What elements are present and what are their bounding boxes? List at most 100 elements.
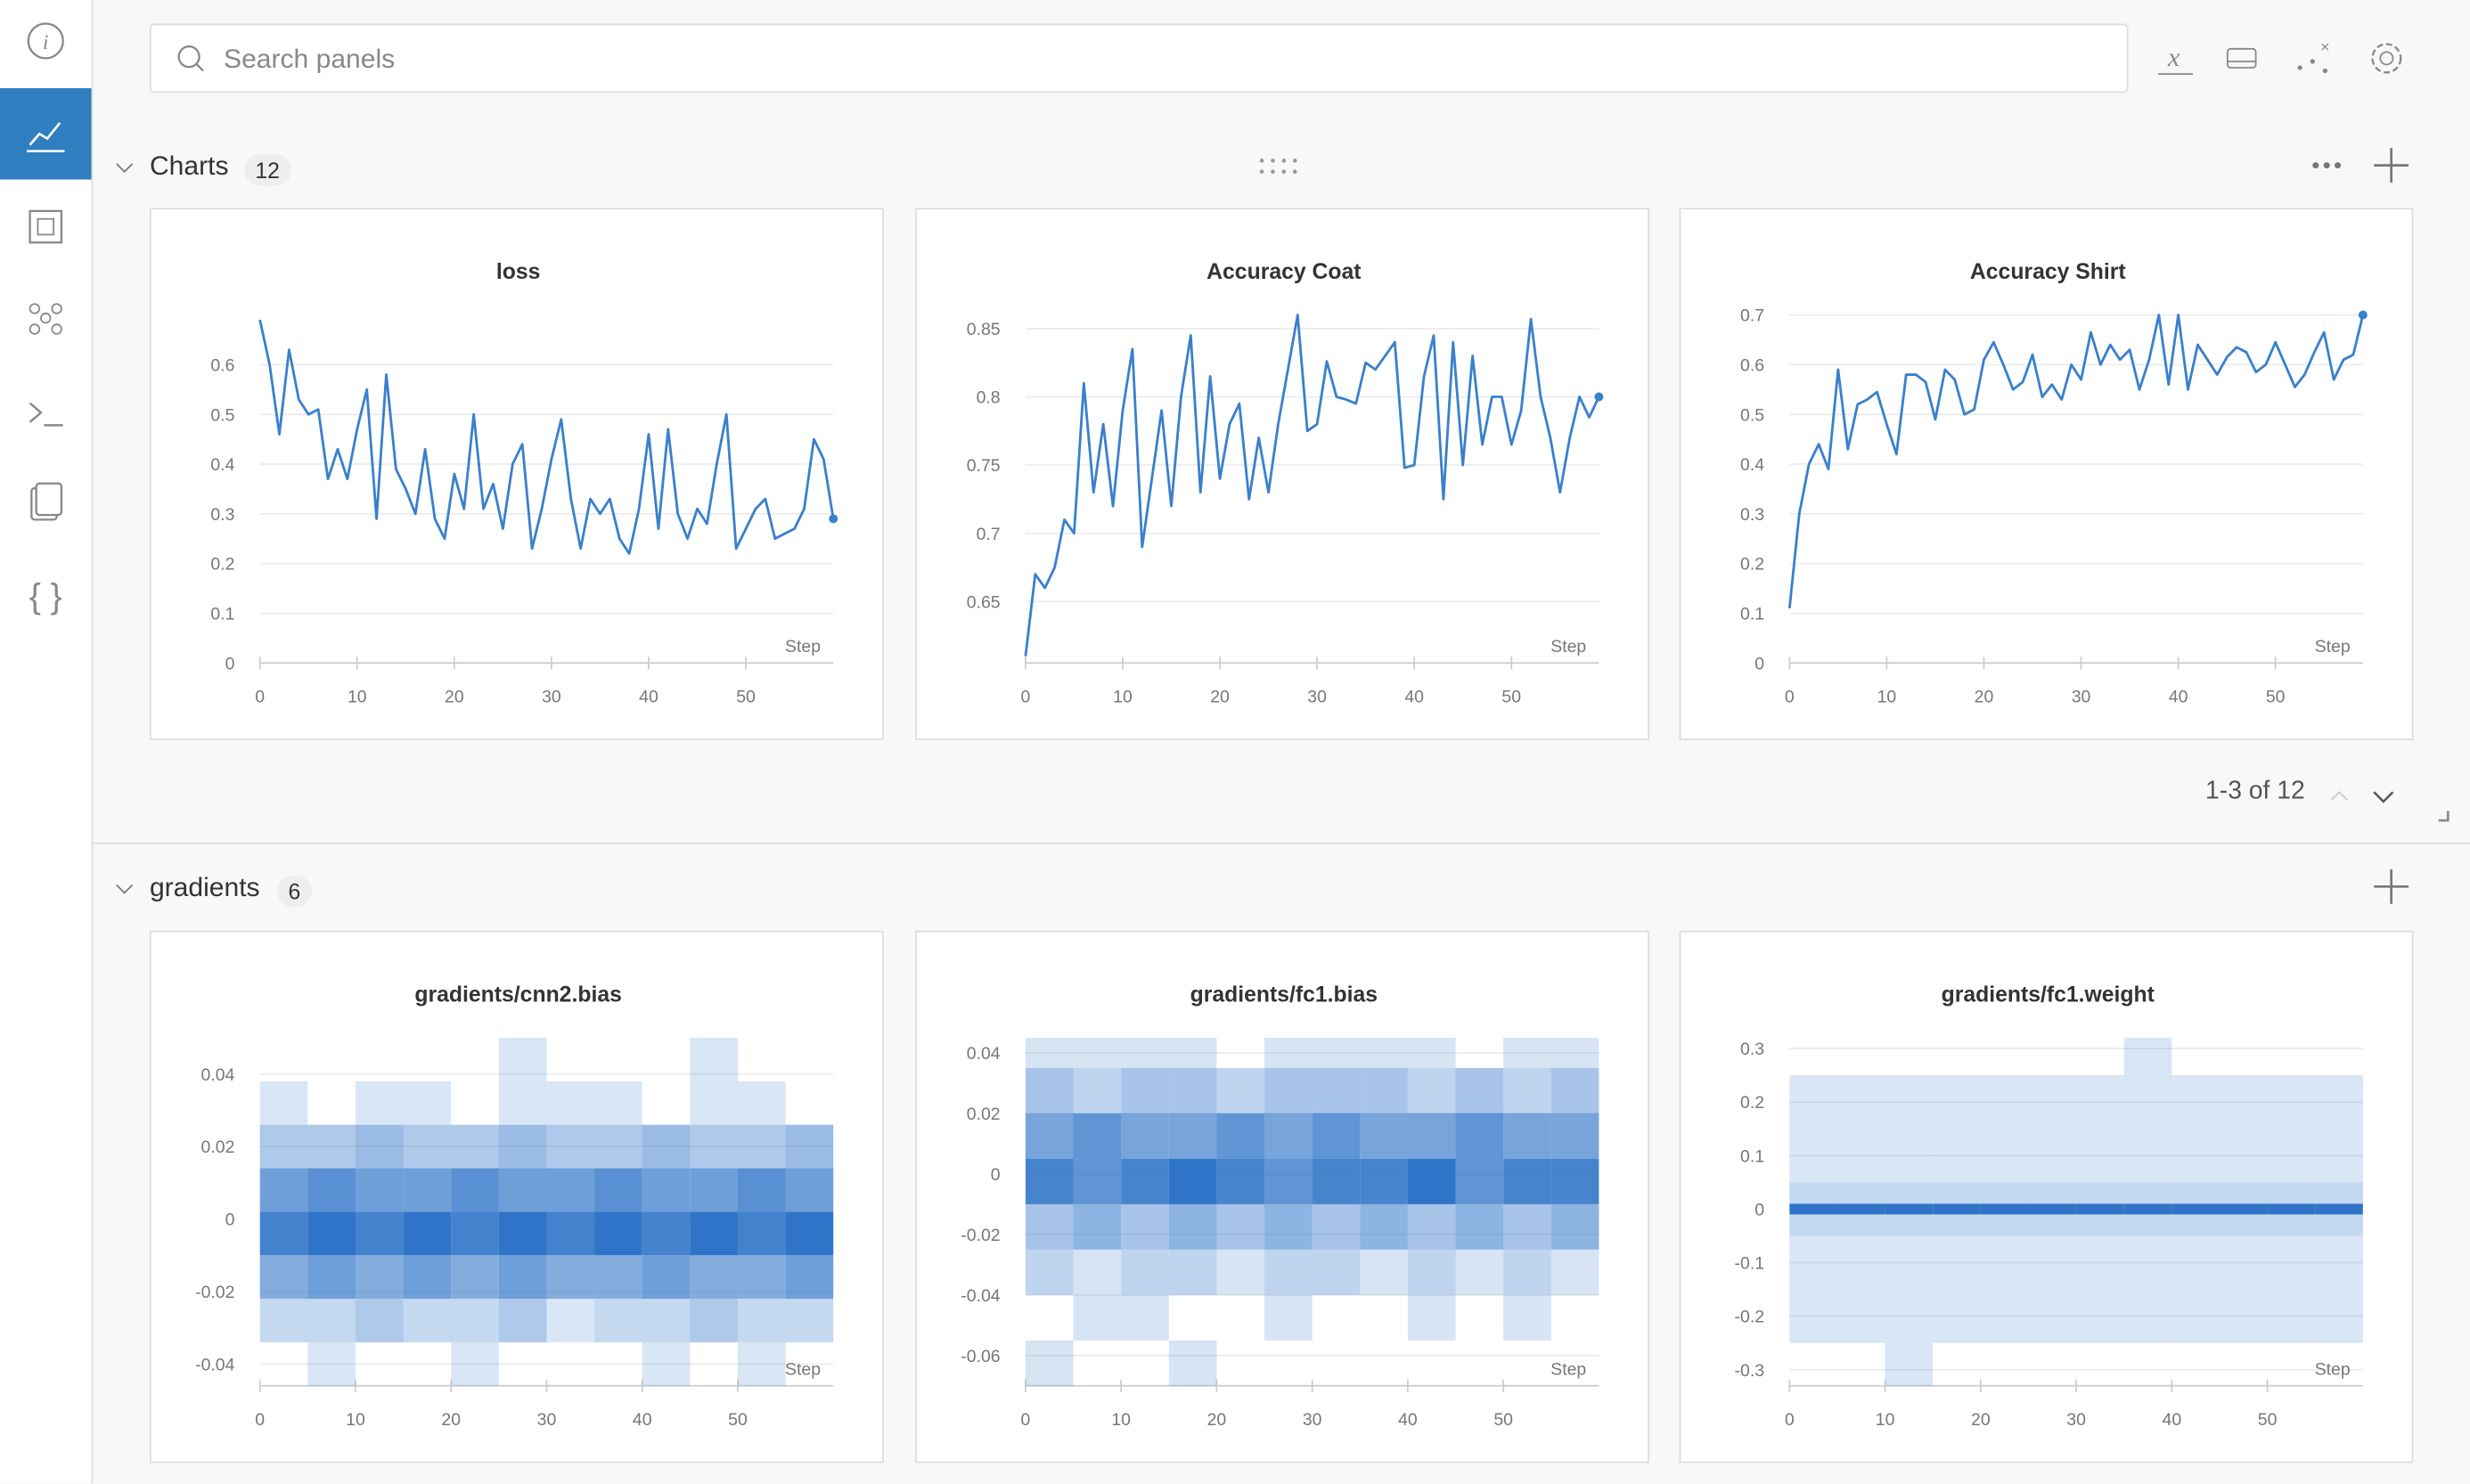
heatmap-cell xyxy=(2171,1214,2220,1236)
y-tick-label: 0.8 xyxy=(977,388,1001,408)
panel-count: 6 xyxy=(277,875,312,908)
y-tick-label: 0.3 xyxy=(1740,1040,1764,1059)
heatmap-cell xyxy=(355,1124,404,1169)
resize-handle[interactable] xyxy=(2438,811,2450,822)
heatmap-cell xyxy=(1216,1203,1265,1250)
heatmap-cell xyxy=(1933,1289,1981,1343)
search-box[interactable]: Search panels xyxy=(149,23,2129,94)
charts-icon[interactable] xyxy=(0,88,92,180)
logs-icon[interactable] xyxy=(0,365,92,457)
x-tick-label: 50 xyxy=(1493,1410,1513,1430)
heatmap-cell xyxy=(1836,1203,1885,1215)
heatmap-cell xyxy=(1168,1340,1217,1386)
heatmap-cell xyxy=(403,1255,452,1300)
heatmap-cell xyxy=(1312,1113,1361,1159)
heatmap-cell xyxy=(2076,1075,2124,1129)
heatmap-cell xyxy=(1980,1203,2029,1215)
heatmap-cell xyxy=(1980,1235,2029,1290)
heatmap-cell xyxy=(1073,1294,1122,1341)
heatmap-cell xyxy=(2219,1203,2268,1215)
info-icon[interactable]: i xyxy=(0,0,92,92)
x-tick-label: 50 xyxy=(728,1410,748,1430)
y-tick-label: -0.1 xyxy=(1735,1254,1764,1274)
heatmap-cell xyxy=(355,1255,404,1300)
outliers-button[interactable]: × xyxy=(2297,37,2329,74)
heatmap-cell xyxy=(403,1168,452,1212)
collapse-icon[interactable] xyxy=(113,878,135,901)
heatmap-cell xyxy=(259,1255,308,1300)
x-tick-label: 40 xyxy=(1404,687,1424,706)
heatmap-cell xyxy=(259,1080,308,1125)
heatmap-cell xyxy=(307,1299,356,1342)
heatmap-cell xyxy=(2028,1182,2077,1204)
y-tick-label: 0.04 xyxy=(967,1044,1001,1064)
heatmap-cell xyxy=(2123,1182,2172,1204)
collapse-icon[interactable] xyxy=(113,158,135,180)
heatmap-cell xyxy=(1025,1340,1074,1386)
chart-panel[interactable]: Accuracy Shirt 0 0.1 0.2 0.3 0.4 0.5 0.6 0.7 0 10 2… xyxy=(1679,208,2414,740)
add-panel-button[interactable] xyxy=(2363,866,2420,910)
drag-handle[interactable] xyxy=(1257,154,1308,179)
next-page[interactable] xyxy=(2373,791,2394,803)
heatmap-cell xyxy=(1885,1182,1934,1204)
section-actions xyxy=(2312,148,2409,183)
heatmap-cell xyxy=(785,1255,834,1300)
heatmap-cell xyxy=(2267,1182,2316,1204)
heatmap-cell xyxy=(2315,1235,2363,1290)
x-tick-label: 30 xyxy=(2066,1410,2086,1430)
x-axis-label: Step xyxy=(1550,1359,1586,1379)
heatmap-cell xyxy=(2171,1203,2220,1215)
heatmap-cell xyxy=(1168,1203,1217,1250)
heatmap-cell xyxy=(594,1211,642,1256)
chart: gradients/fc1.weight -0.3 -0.2 -0.1 0 0.1 0.2 0… xyxy=(1735,983,2363,1430)
heatmap-cell xyxy=(785,1211,834,1256)
code-icon[interactable]: { } xyxy=(0,551,92,643)
toolbar: x × xyxy=(2158,37,2402,75)
heatmap-cell xyxy=(1933,1075,1981,1129)
heatmap-cell xyxy=(1933,1235,1981,1290)
last-point xyxy=(1594,392,1604,402)
files-icon[interactable] xyxy=(0,457,92,549)
heatmap-cell xyxy=(2219,1214,2268,1236)
chart-panel[interactable]: gradients/fc1.bias -0.06 -0.04 -0.02 0 0.02 0.… xyxy=(915,930,1649,1464)
chart-panel[interactable]: gradients/fc1.weight -0.3 -0.2 -0.1 0 0.1 0.2 0… xyxy=(1679,930,2414,1464)
heatmap-cell xyxy=(1312,1038,1361,1069)
heatmap-cell xyxy=(451,1124,499,1169)
heatmap-cell xyxy=(642,1124,691,1169)
settings-button[interactable] xyxy=(2371,43,2402,74)
heatmap-cell xyxy=(1455,1203,1504,1250)
heatmap-cell xyxy=(1789,1203,1837,1215)
add-panel-button[interactable] xyxy=(2374,148,2409,183)
y-tick-label: -0.02 xyxy=(195,1283,234,1302)
chart: gradients/fc1.bias -0.06 -0.04 -0.02 0 0.02 0.… xyxy=(961,983,1599,1430)
section-title[interactable]: gradients xyxy=(149,872,260,903)
chart-panel[interactable]: loss 0 0.1 0.2 0.3 0.4 0.5 0.6 0 10 20 30 40 50 Step xyxy=(149,208,884,740)
heatmap-cell xyxy=(2028,1214,2077,1236)
system-icon[interactable] xyxy=(0,180,92,272)
more-button[interactable] xyxy=(2312,162,2342,169)
heatmap-cell xyxy=(546,1299,595,1342)
prev-page[interactable] xyxy=(2330,791,2348,801)
heatmap-cell xyxy=(2219,1129,2268,1183)
heatmap-cell xyxy=(1121,1294,1169,1341)
x-tick-label: 40 xyxy=(2169,687,2188,706)
chart-panel[interactable]: Accuracy Coat 0.65 0.7 0.75 0.8 0.85 0 10 20 30 40… xyxy=(915,208,1649,740)
heatmap-cell xyxy=(2171,1075,2220,1129)
smoothing-button[interactable] xyxy=(2226,47,2257,69)
section-title[interactable]: Charts xyxy=(149,151,229,182)
heatmap-cell xyxy=(2219,1289,2268,1343)
chart-title: loss xyxy=(496,260,541,284)
chart-panel[interactable]: gradients/cnn2.bias -0.04 -0.02 0 0.02 0.04 0 1… xyxy=(149,930,884,1464)
heatmap-cell xyxy=(2028,1289,2077,1343)
heatmap-cell xyxy=(1121,1249,1169,1295)
model-icon[interactable] xyxy=(0,271,92,363)
heatmap-cell xyxy=(642,1255,691,1300)
heatmap-cell xyxy=(785,1299,834,1342)
heatmap-cell xyxy=(2315,1289,2363,1343)
x-tick-label: 10 xyxy=(348,687,367,706)
x-axis-button[interactable]: x xyxy=(2158,42,2193,75)
heatmap-cell xyxy=(1980,1129,2029,1183)
heatmap-cell xyxy=(307,1168,356,1212)
x-tick-label: 0 xyxy=(1785,687,1795,706)
heatmap-cell xyxy=(690,1080,738,1125)
